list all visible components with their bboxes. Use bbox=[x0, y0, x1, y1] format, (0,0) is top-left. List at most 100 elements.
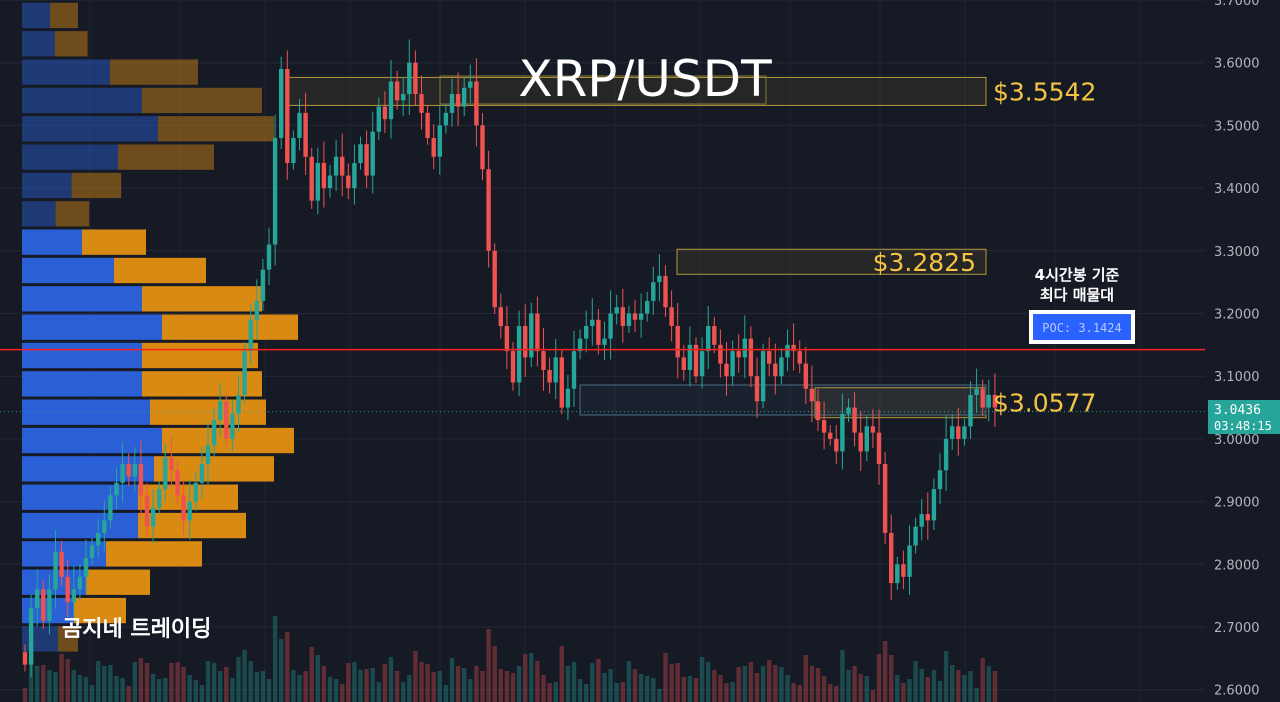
volume-bar bbox=[669, 664, 674, 702]
volume-bar bbox=[242, 650, 247, 702]
volume-bar bbox=[767, 660, 772, 702]
volume-bar bbox=[821, 676, 827, 702]
volume-bar bbox=[291, 670, 296, 702]
volume-bar bbox=[504, 671, 510, 702]
volume-bar bbox=[388, 657, 394, 702]
volume-bar bbox=[516, 666, 522, 702]
volume-bar bbox=[882, 641, 888, 702]
candle-body bbox=[718, 344, 723, 364]
poc-box[interactable] bbox=[1033, 314, 1131, 340]
volume-bar bbox=[498, 669, 503, 702]
volume-bar bbox=[657, 689, 662, 702]
candle-body bbox=[535, 313, 540, 352]
candle-body bbox=[358, 144, 363, 164]
candle-body bbox=[157, 489, 162, 508]
vp-sell-bar bbox=[58, 626, 78, 652]
candle-body bbox=[230, 413, 235, 439]
candle-body bbox=[925, 514, 930, 521]
vp-sell-bar bbox=[154, 456, 274, 482]
volume-bar bbox=[413, 651, 418, 702]
vp-buy-bar bbox=[22, 201, 56, 227]
volume-bar bbox=[419, 662, 424, 702]
candle-body bbox=[675, 326, 680, 358]
volume-bar bbox=[346, 663, 351, 702]
volume-bar bbox=[114, 676, 119, 702]
volume-bar bbox=[358, 670, 363, 702]
vp-sell-bar bbox=[54, 31, 88, 57]
volume-bar bbox=[779, 667, 784, 702]
volume-bar bbox=[736, 667, 741, 702]
candle-body bbox=[303, 112, 308, 157]
candle-body bbox=[943, 438, 949, 471]
volume-bar bbox=[986, 666, 991, 702]
volume-bar bbox=[468, 679, 473, 702]
volume-bar bbox=[364, 669, 369, 702]
candle-body bbox=[413, 62, 418, 95]
volume-bar bbox=[71, 670, 76, 702]
candle-body bbox=[242, 351, 247, 396]
volume-bar bbox=[699, 657, 705, 702]
volume-bar bbox=[907, 679, 912, 702]
level-box-inner bbox=[579, 384, 987, 416]
candle-body bbox=[895, 564, 900, 584]
volume-bar bbox=[309, 647, 314, 702]
y-tick-label: 3.5000 bbox=[1214, 119, 1260, 134]
candle-body bbox=[211, 420, 217, 446]
candle-body bbox=[791, 344, 796, 352]
candle-body bbox=[309, 156, 314, 201]
volume-bar bbox=[102, 666, 107, 702]
volume-bar bbox=[754, 673, 760, 702]
volume-bar bbox=[138, 658, 144, 702]
volume-bar bbox=[724, 683, 729, 702]
volume-bar bbox=[687, 676, 693, 702]
candle-body bbox=[889, 532, 894, 584]
volume-bar bbox=[547, 683, 552, 702]
overlay-lines bbox=[0, 348, 1205, 413]
volume-bar bbox=[834, 686, 839, 702]
volume-bar bbox=[950, 665, 955, 702]
current-price-tag[interactable] bbox=[1208, 400, 1280, 434]
level-box bbox=[676, 248, 987, 275]
candle-body bbox=[108, 495, 113, 521]
candle-body bbox=[638, 313, 644, 320]
volume-bar bbox=[218, 671, 223, 702]
candle-body bbox=[102, 520, 107, 533]
candle-body bbox=[614, 307, 619, 314]
candle-body bbox=[59, 551, 64, 577]
vp-buy-bar bbox=[22, 512, 138, 539]
y-axis: 3.7000 3.6000 3.5000 3.4000 3.3000 3.2000 3.10… bbox=[1214, 0, 1260, 699]
candle-body bbox=[144, 495, 150, 527]
candle-body bbox=[651, 282, 656, 301]
volume-bar bbox=[541, 675, 546, 702]
candle-body bbox=[370, 131, 375, 176]
candle-body bbox=[41, 589, 46, 621]
candle-body bbox=[821, 420, 827, 433]
candle-body bbox=[754, 376, 760, 402]
candle-body bbox=[126, 463, 131, 477]
candle-body bbox=[333, 156, 339, 176]
candle-body bbox=[425, 112, 430, 138]
volume-bar bbox=[352, 662, 357, 702]
volume-bar bbox=[108, 665, 113, 702]
candle-body bbox=[382, 106, 388, 120]
volume-bar bbox=[742, 666, 747, 702]
candle-body bbox=[645, 300, 650, 314]
volume-bar bbox=[193, 680, 198, 702]
volume-bar bbox=[529, 653, 534, 702]
volume-bar bbox=[962, 675, 967, 702]
vp-sell-bar bbox=[50, 2, 78, 29]
y-tick-label: 2.9000 bbox=[1214, 496, 1260, 511]
candle-body bbox=[394, 81, 400, 101]
level-labels: $3.5542 $3.2825 $3.0577 bbox=[873, 77, 1097, 417]
volume-bar bbox=[370, 668, 375, 702]
candle-body bbox=[876, 432, 882, 464]
candle-body bbox=[28, 608, 34, 665]
vp-buy-bar bbox=[22, 484, 138, 510]
vp-sell-bar bbox=[106, 541, 202, 567]
volume-bar bbox=[455, 666, 461, 702]
volume-bar bbox=[956, 670, 961, 702]
candle-body bbox=[364, 144, 369, 176]
volume-bar bbox=[401, 682, 406, 702]
vp-buy-bar bbox=[22, 59, 110, 85]
